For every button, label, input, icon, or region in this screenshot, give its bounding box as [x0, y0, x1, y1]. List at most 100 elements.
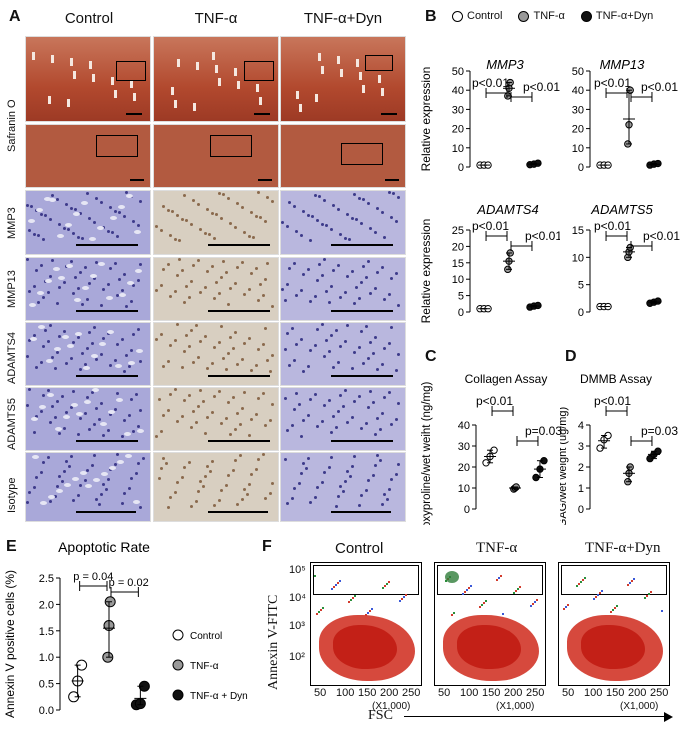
- nucleus: [344, 237, 347, 240]
- p-value-label: p<0.01: [641, 80, 678, 94]
- nucleus: [302, 370, 305, 373]
- event-dot: [485, 600, 487, 602]
- nucleus: [81, 352, 84, 355]
- nucleus: [243, 488, 246, 491]
- nucleus: [218, 292, 221, 295]
- nucleus: [328, 399, 331, 402]
- nucleus: [248, 337, 251, 340]
- nucleus: [250, 272, 253, 275]
- zoom-box: [96, 135, 138, 157]
- nucleus: [344, 480, 347, 483]
- nucleus: [225, 417, 228, 420]
- nucleus: [255, 364, 258, 367]
- cleft: [177, 59, 180, 67]
- nucleus: [346, 421, 349, 424]
- event-dot: [498, 577, 500, 579]
- nucleus: [229, 222, 232, 225]
- cleft: [321, 66, 324, 74]
- nucleus: [241, 407, 244, 410]
- event-dot: [388, 581, 390, 583]
- event-dot: [563, 608, 565, 610]
- cleft: [340, 69, 343, 77]
- nucleus: [167, 360, 170, 363]
- nucleus: [206, 367, 209, 370]
- nucleus: [107, 429, 110, 432]
- cleft: [114, 90, 117, 98]
- event-dot: [601, 590, 603, 592]
- nucleus: [169, 393, 172, 396]
- nucleus: [232, 396, 235, 399]
- nucleus: [95, 358, 98, 361]
- nucleus: [250, 418, 253, 421]
- nucleus: [229, 433, 232, 436]
- nucleus: [47, 340, 50, 343]
- nucleus: [241, 498, 244, 501]
- event-cloud-core: [581, 625, 645, 669]
- event-dot: [530, 605, 532, 607]
- chart-title: ADAMTS5: [590, 202, 653, 217]
- p-value-label: p<0.01: [525, 229, 560, 243]
- nucleus: [286, 332, 289, 335]
- nucleus: [98, 503, 101, 506]
- nucleus: [47, 389, 50, 392]
- flow-x-tick-label: 50: [438, 687, 451, 699]
- event-dot: [479, 606, 481, 608]
- event-dot: [350, 599, 352, 601]
- nucleus: [309, 300, 312, 303]
- nucleus: [74, 276, 77, 279]
- nucleus: [227, 401, 230, 404]
- nucleus: [56, 302, 59, 305]
- panel-letter-d: D: [565, 348, 577, 365]
- nucleus: [298, 482, 301, 485]
- y-tick-label: 15: [452, 258, 464, 270]
- nucleus: [93, 221, 96, 224]
- nucleus: [192, 199, 195, 202]
- nucleus: [215, 213, 218, 216]
- flow-x-tick-label: 100: [336, 687, 355, 699]
- nucleus: [302, 419, 305, 422]
- lacuna: [91, 354, 98, 358]
- nucleus: [302, 210, 305, 213]
- nucleus: [215, 281, 218, 284]
- chart-adamts5: ADAMTS5 0 5 10 15 p<0.01 p<0.01: [572, 202, 681, 319]
- tile-safranin-zoom-tnf-dyn: [280, 124, 406, 188]
- lacuna: [133, 500, 140, 504]
- nucleus: [381, 503, 384, 506]
- nucleus: [61, 395, 64, 398]
- nucleus: [84, 363, 87, 366]
- nucleus: [79, 212, 82, 215]
- nucleus: [51, 405, 54, 408]
- nucleus: [121, 435, 124, 438]
- nucleus: [128, 487, 131, 490]
- nucleus: [264, 497, 267, 500]
- nucleus: [248, 434, 251, 437]
- nucleus: [383, 236, 386, 239]
- y-tick-label: 10: [452, 143, 464, 155]
- event-dot: [352, 597, 354, 599]
- nucleus: [355, 218, 358, 221]
- lacuna: [38, 325, 45, 329]
- nucleus: [264, 220, 267, 223]
- event-dot: [403, 596, 405, 598]
- nucleus: [174, 290, 177, 293]
- lacuna: [93, 478, 100, 482]
- nucleus: [330, 228, 333, 231]
- scale-bar: [385, 179, 399, 181]
- event-dot: [453, 612, 455, 614]
- lacuna: [72, 477, 79, 481]
- nucleus: [227, 474, 230, 477]
- nucleus: [376, 454, 379, 457]
- nucleus: [397, 196, 400, 199]
- lacuna: [109, 466, 116, 470]
- row-label-isotype: Isotype: [6, 477, 18, 513]
- nucleus: [262, 392, 265, 395]
- nucleus: [344, 340, 347, 343]
- nucleus: [325, 224, 328, 227]
- nucleus: [169, 234, 172, 237]
- nucleus: [51, 194, 54, 197]
- event-dot: [354, 595, 356, 597]
- nucleus: [353, 193, 356, 196]
- chart-apoptotic: Apoptotic Rate 0.0 0.5 1.0 1.5 2.0 2.5 Annexin …: [3, 539, 248, 718]
- nucleus: [236, 202, 239, 205]
- nucleus: [286, 283, 289, 286]
